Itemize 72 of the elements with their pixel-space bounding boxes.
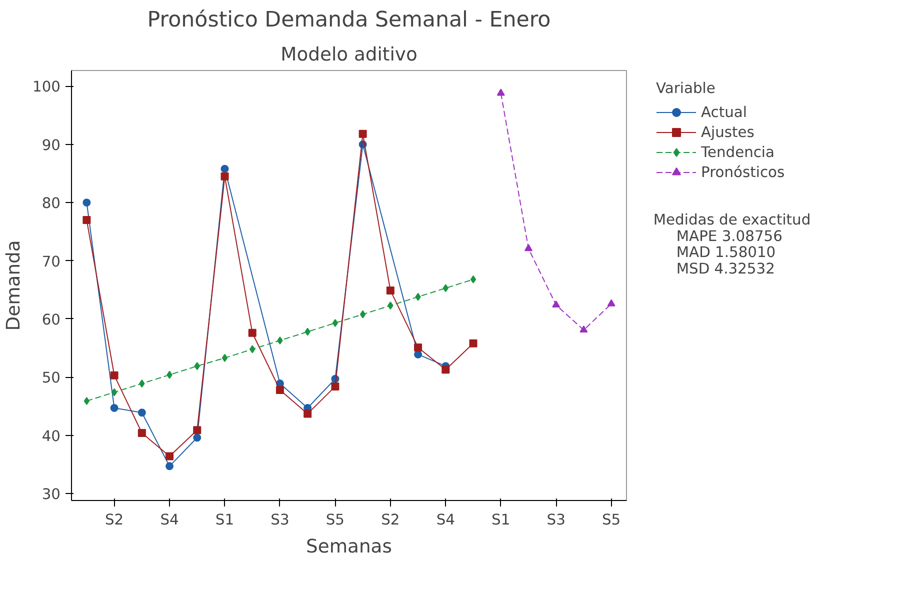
text: MAD 1.58010 xyxy=(676,244,776,262)
point xyxy=(248,328,256,337)
point xyxy=(524,244,532,252)
chart-title: Pronóstico Demanda Semanal - Enero xyxy=(147,8,551,32)
x-tick-label: S4 xyxy=(436,512,455,528)
y-tick-label: 100 xyxy=(32,78,61,96)
point xyxy=(332,319,338,328)
legend-label: Actual xyxy=(701,104,747,120)
point xyxy=(84,397,90,405)
legend-label: Tendencia xyxy=(701,144,774,160)
point xyxy=(470,275,476,284)
x-tick-label: S3 xyxy=(270,512,290,528)
text: Medidas de exactitud xyxy=(653,212,811,229)
x-tick-label: S5 xyxy=(326,512,345,528)
y-tick-label: 60 xyxy=(42,311,61,328)
point xyxy=(442,284,448,292)
x-tick-label: S4 xyxy=(160,512,179,528)
x-tick-label: S2 xyxy=(104,512,124,528)
point xyxy=(111,388,118,396)
point xyxy=(552,300,560,308)
point xyxy=(220,164,229,173)
point xyxy=(276,386,284,394)
legend-title: Variable xyxy=(656,80,716,97)
point xyxy=(139,380,145,388)
point xyxy=(110,404,118,412)
point xyxy=(110,371,118,380)
y-tick-label: 70 xyxy=(42,253,61,270)
point xyxy=(304,328,310,336)
point xyxy=(82,216,91,224)
x-axis-title: Semanas xyxy=(306,536,392,558)
point xyxy=(442,366,450,374)
legend-label: Ajustes xyxy=(701,124,754,140)
point xyxy=(220,172,229,180)
point xyxy=(469,339,478,348)
y-axis-title: Demanda xyxy=(4,240,25,331)
point xyxy=(193,434,202,442)
point xyxy=(166,370,172,379)
point xyxy=(277,336,283,344)
point xyxy=(415,292,421,301)
point xyxy=(360,310,366,318)
x-tick-label: S3 xyxy=(546,512,566,528)
point xyxy=(166,452,174,460)
point xyxy=(304,410,312,418)
point xyxy=(82,198,91,207)
point xyxy=(138,429,146,438)
x-tick-label: S1 xyxy=(492,512,510,528)
y-tick-label: 50 xyxy=(42,370,61,387)
point xyxy=(250,345,256,354)
point xyxy=(580,325,588,333)
point xyxy=(414,343,422,352)
x-tick-label: S1 xyxy=(215,512,234,528)
point xyxy=(222,354,228,362)
point xyxy=(358,130,367,138)
text: MAPE 3.08756 xyxy=(676,228,782,245)
y-tick-label: 40 xyxy=(42,428,61,445)
y-tick-label: 30 xyxy=(42,486,61,504)
x-tick-label: S2 xyxy=(381,512,400,528)
legend-label: Pronósticos xyxy=(701,164,785,180)
y-tick-label: 80 xyxy=(42,195,61,212)
point xyxy=(193,426,202,434)
point xyxy=(138,408,146,417)
point xyxy=(496,88,505,96)
point xyxy=(607,299,616,306)
point xyxy=(386,286,394,294)
text: MSD 4.32532 xyxy=(676,260,775,278)
y-tick-label: 90 xyxy=(42,136,61,154)
x-tick-label: S5 xyxy=(602,512,621,528)
point xyxy=(166,462,174,470)
chart-subtitle: Modelo aditivo xyxy=(280,44,418,66)
point xyxy=(388,302,394,310)
point xyxy=(331,382,340,390)
point xyxy=(194,362,200,370)
